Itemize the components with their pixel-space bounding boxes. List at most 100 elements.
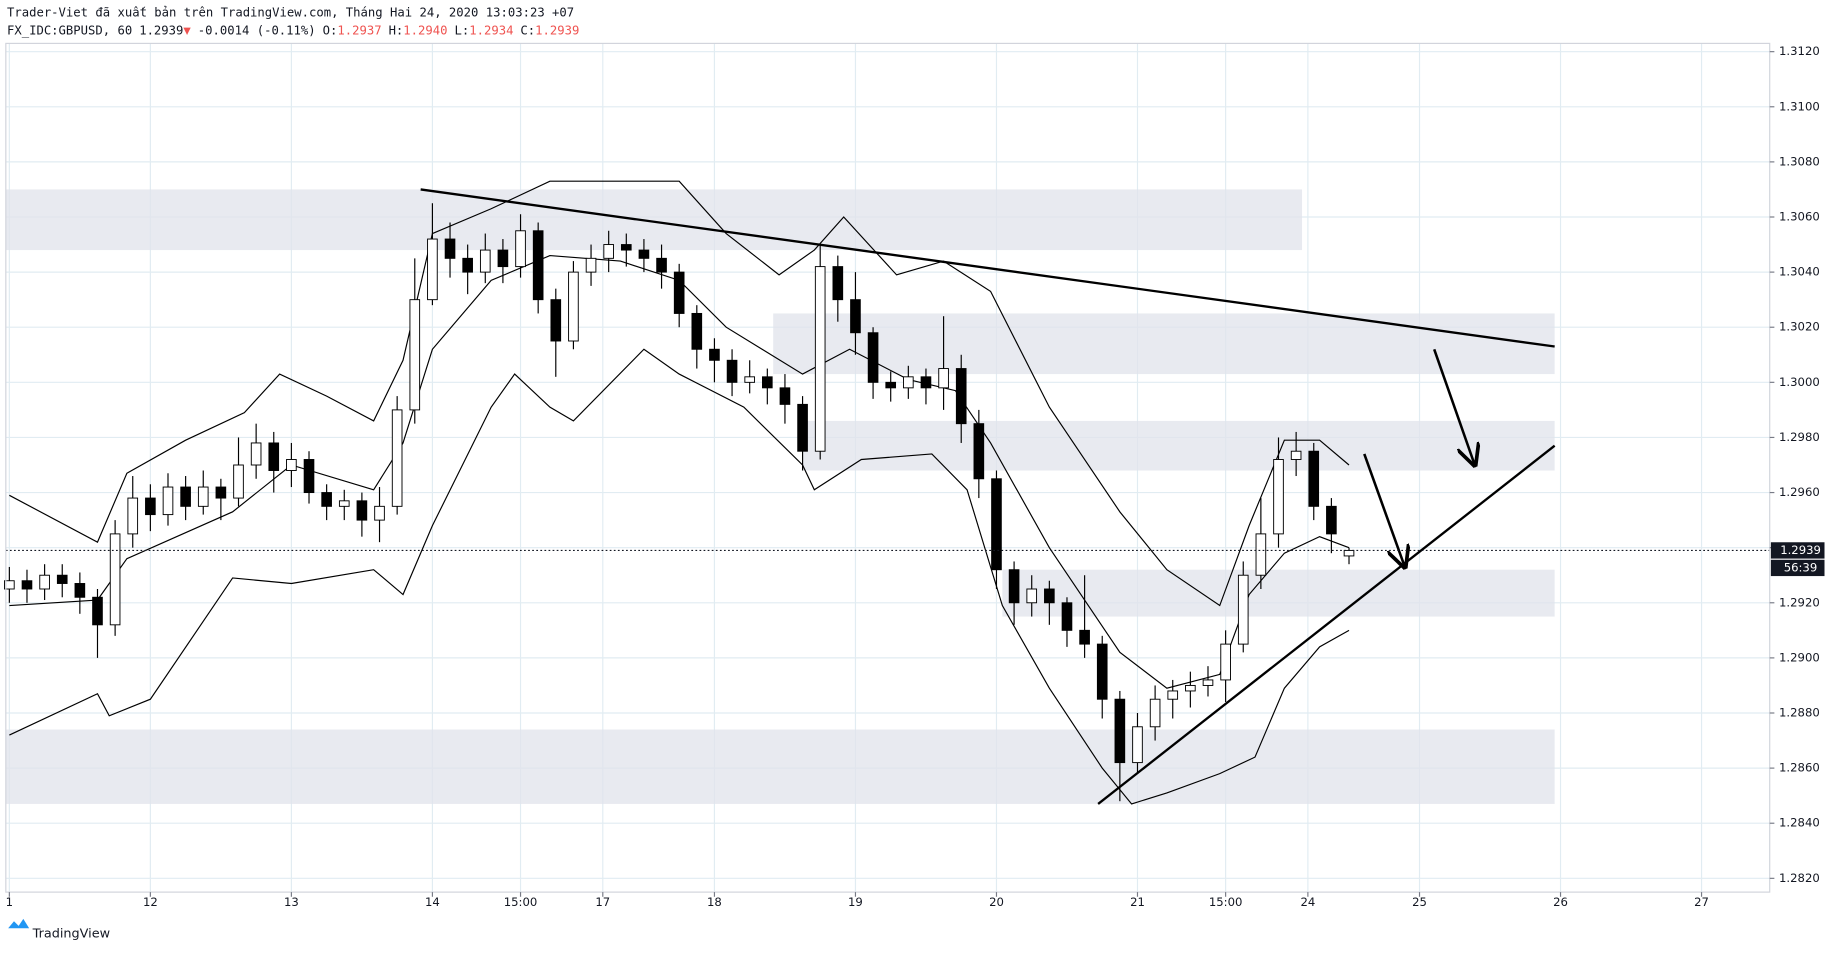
candle-body [109,533,121,626]
x-tick-label: 26 [1553,895,1568,909]
trendline [420,188,1555,348]
band-line [9,348,1350,805]
zone [5,729,1555,804]
candle-body [215,486,227,499]
y-tick-label: 1.2820 [1779,871,1820,885]
last-price-box [1770,542,1825,559]
h-label: H: [389,23,404,37]
zone [1002,569,1555,617]
candle-body [797,403,808,452]
candle-body [497,249,509,268]
x-tick-label: 20 [989,895,1004,909]
candle-body [21,580,33,590]
x-tick-label: 14 [425,895,440,909]
candle-body [515,230,526,268]
candle-body [1237,574,1249,645]
change-arrow: ▼ [183,23,191,37]
x-tick-label: 24 [1300,895,1315,909]
y-tick-label: 1.2840 [1779,816,1820,830]
candle-body [814,266,826,452]
candle-body [197,486,209,507]
candle-body [991,478,1002,571]
x-tick-label: 21 [1130,895,1145,909]
candle-body [603,244,614,259]
candle-body [779,387,791,405]
change: -0.0014 (-0.11%) [198,23,316,37]
zone [802,420,1555,471]
zone [5,189,1303,251]
candle-body [867,332,879,383]
candle-body [92,596,103,626]
candle-body [832,266,844,301]
countdown: 56:39 [1784,560,1818,574]
candle-body [1273,459,1284,535]
zone [773,313,1555,375]
candle-body [920,376,932,389]
brand: TradingView [32,927,110,942]
last-price-label: 1.2939 [1780,543,1821,557]
candle-body [638,249,650,259]
price: 1.2939 [139,23,183,37]
y-tick-label: 1.3120 [1779,44,1820,58]
candle-body [145,497,156,516]
candle-body [250,442,262,466]
candle-body [74,583,86,598]
plot-area [4,43,1770,893]
y-tick-label: 1.2920 [1779,595,1820,609]
y-tick-label: 1.2900 [1779,650,1820,664]
candle-body [444,238,456,259]
brand-logo [8,918,30,929]
y-tick-label: 1.3080 [1779,154,1820,168]
candle-body [479,249,491,273]
x-tick-label: 15:00 [504,895,538,909]
y-tick-label: 1.2980 [1779,430,1820,444]
trendline [1097,444,1556,805]
x-tick-label: 13 [284,895,299,909]
candle-body [532,230,544,301]
candle-body [303,459,315,494]
candle-body [409,299,421,411]
candle-body [762,376,773,389]
candle-body [1308,450,1320,507]
candle-body [1114,698,1126,764]
candle-body [620,244,632,251]
l-value: 1.2934 [469,23,513,37]
candle-body [691,312,703,350]
x-tick-label: 25 [1412,895,1427,909]
arrow [1432,348,1475,465]
candle-body [391,409,403,507]
y-tick-label: 1.2860 [1779,761,1820,775]
candle-body [885,381,897,389]
candle-body [1255,533,1267,576]
candle-body [1167,690,1179,700]
candle-body [1061,602,1073,631]
candle-body [268,442,280,471]
candle-body [1202,679,1214,686]
candle-body [1044,588,1055,604]
y-tick-label: 1.3000 [1779,375,1820,389]
candle-body [1096,643,1108,700]
arrow [1363,453,1405,567]
candle-body [973,423,985,480]
candle-body [427,238,438,301]
candle-body [850,299,861,334]
publisher: Trader-Viet đã xuất bản trên TradingView… [7,6,574,20]
y-tick-label: 1.2880 [1779,706,1820,720]
candle-body [744,376,756,383]
h-value: 1.2940 [403,23,447,37]
band-line [9,180,1350,607]
candle-body [1290,450,1302,460]
candle-body [1132,726,1143,764]
plot-frame [5,42,1771,893]
candle-body [338,500,350,507]
x-tick-label: 1 [6,895,13,909]
candle-body [39,574,50,590]
candle-body [726,359,738,383]
candle-body [709,348,720,361]
y-tick-label: 1.3020 [1779,320,1820,334]
candle-body [550,299,562,342]
candle-body [374,505,385,521]
candle-body [1185,684,1196,692]
